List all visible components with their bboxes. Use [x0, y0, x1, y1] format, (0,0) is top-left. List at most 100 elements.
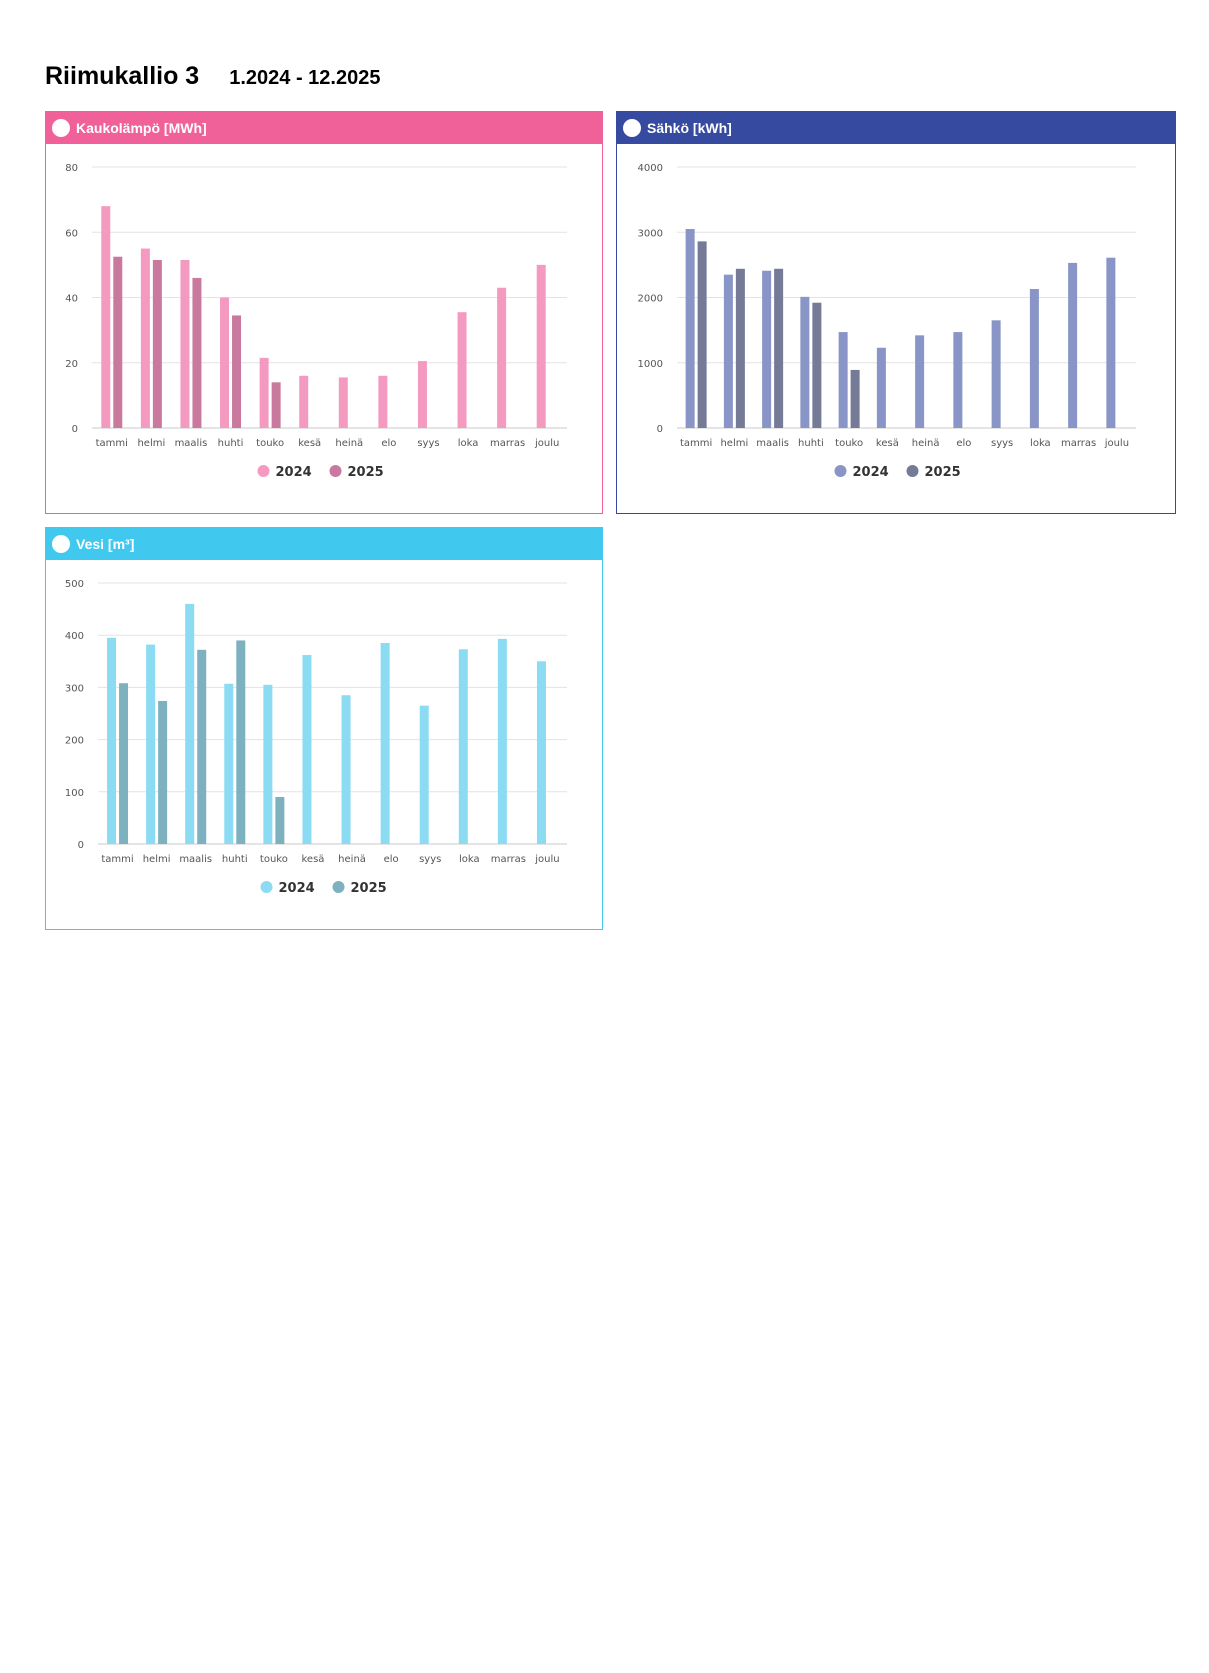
- bar-2024-maalis[interactable]: [185, 603, 195, 844]
- bar-2024-syys[interactable]: [991, 320, 1001, 428]
- x-tick-label: loka: [459, 854, 480, 865]
- bar-2024-loka[interactable]: [457, 312, 467, 428]
- page-header: Riimukallio 3 1.2024 - 12.2025: [45, 62, 380, 98]
- bar-2024-touko[interactable]: [259, 357, 269, 428]
- electricity-chart-panel: Sähkö [kWh] 0 1000 2000 3000 4000 tammi helmi m…: [616, 111, 1176, 514]
- bar-2024-syys[interactable]: [419, 705, 429, 844]
- bar-2024-loka[interactable]: [1029, 289, 1039, 428]
- bar-2025-huhti[interactable]: [236, 640, 246, 844]
- x-tick-label: elo: [384, 854, 399, 865]
- circle-icon: [52, 535, 70, 553]
- bar-2024-elo[interactable]: [378, 375, 388, 428]
- x-tick-label: joulu: [534, 438, 559, 449]
- y-tick-label: 80: [65, 163, 78, 174]
- x-tick-label: tammi: [680, 438, 712, 449]
- legend-marker[interactable]: [257, 465, 270, 477]
- bar-2024-tammi[interactable]: [101, 206, 111, 428]
- x-tick-label: maalis: [175, 438, 208, 449]
- bar-2025-helmi[interactable]: [735, 268, 745, 428]
- x-tick-label: huhti: [218, 438, 244, 449]
- x-tick-label: syys: [991, 438, 1013, 449]
- bar-2024-joulu[interactable]: [1106, 257, 1116, 428]
- bar-2025-tammi[interactable]: [113, 256, 123, 428]
- water-chart-panel: Vesi [m³] 0 100 200 300 400 500 tammi helmi maal…: [45, 527, 603, 930]
- x-tick-label: syys: [417, 438, 439, 449]
- legend-marker[interactable]: [329, 465, 342, 477]
- x-tick-label: tammi: [96, 438, 128, 449]
- legend-label[interactable]: 2025: [348, 465, 384, 480]
- bar-2025-touko[interactable]: [271, 382, 281, 428]
- x-tick-label: helmi: [143, 854, 171, 865]
- bar-2024-touko[interactable]: [838, 332, 848, 428]
- legend-marker[interactable]: [906, 465, 919, 477]
- x-tick-label: huhti: [222, 854, 248, 865]
- y-tick-label: 2000: [638, 294, 663, 305]
- bar-2025-huhti[interactable]: [812, 302, 822, 428]
- bar-2024-kesä[interactable]: [299, 375, 309, 428]
- bar-2024-touko[interactable]: [263, 684, 273, 844]
- water-chart-header: Vesi [m³]: [46, 528, 602, 560]
- page-title: Riimukallio 3: [45, 62, 200, 90]
- bar-2024-heinä[interactable]: [915, 335, 925, 428]
- bar-2024-huhti[interactable]: [800, 296, 810, 428]
- legend-label[interactable]: 2024: [853, 465, 889, 480]
- bar-2024-tammi[interactable]: [107, 637, 117, 844]
- bar-2025-huhti[interactable]: [232, 315, 242, 428]
- x-tick-label: touko: [256, 438, 284, 449]
- circle-icon: [623, 119, 641, 137]
- x-tick-label: joulu: [534, 854, 559, 865]
- x-tick-label: marras: [490, 438, 525, 449]
- x-tick-label: marras: [1061, 438, 1096, 449]
- bar-2024-elo[interactable]: [380, 643, 390, 844]
- bar-2024-kesä[interactable]: [876, 347, 886, 428]
- bar-2024-syys[interactable]: [417, 361, 427, 428]
- bar-2024-helmi[interactable]: [140, 248, 150, 428]
- bar-2025-maalis[interactable]: [192, 277, 202, 428]
- bar-2024-huhti[interactable]: [224, 683, 234, 844]
- bar-2025-tammi[interactable]: [119, 683, 129, 844]
- bar-2024-heinä[interactable]: [341, 695, 351, 844]
- bar-2024-joulu[interactable]: [536, 264, 546, 428]
- bar-2025-helmi[interactable]: [152, 259, 162, 428]
- bar-2025-touko[interactable]: [850, 369, 860, 428]
- x-tick-label: touko: [260, 854, 288, 865]
- y-tick-label: 300: [65, 683, 84, 694]
- bar-2024-maalis[interactable]: [180, 259, 190, 428]
- y-tick-label: 500: [65, 579, 84, 590]
- legend-label[interactable]: 2025: [351, 881, 387, 896]
- x-tick-label: kesä: [876, 438, 899, 449]
- bar-2024-tammi[interactable]: [685, 228, 695, 428]
- y-tick-label: 400: [65, 631, 84, 642]
- bar-2024-maalis[interactable]: [762, 270, 772, 428]
- bar-2025-maalis[interactable]: [197, 649, 207, 844]
- legend-label[interactable]: 2024: [279, 881, 315, 896]
- bar-2024-loka[interactable]: [458, 649, 468, 844]
- x-tick-label: loka: [458, 438, 479, 449]
- bar-2024-helmi[interactable]: [146, 644, 156, 844]
- bar-2024-heinä[interactable]: [338, 377, 348, 428]
- water-chart: 0 100 200 300 400 500 tammi helmi maalis huhti tou…: [65, 579, 567, 896]
- bar-2024-helmi[interactable]: [723, 274, 733, 428]
- legend-marker[interactable]: [260, 881, 273, 893]
- bar-2024-marras[interactable]: [497, 638, 507, 844]
- bar-2024-marras[interactable]: [1068, 262, 1078, 428]
- bar-2025-helmi[interactable]: [158, 700, 168, 844]
- x-tick-label: huhti: [798, 438, 824, 449]
- y-tick-label: 100: [65, 788, 84, 799]
- report-period: 1.2024 - 12.2025: [229, 67, 381, 89]
- y-tick-label: 0: [72, 424, 78, 435]
- legend-label[interactable]: 2025: [925, 465, 961, 480]
- legend-label[interactable]: 2024: [276, 465, 312, 480]
- legend-marker[interactable]: [332, 881, 345, 893]
- bar-2024-marras[interactable]: [497, 287, 507, 428]
- bar-2024-elo[interactable]: [953, 332, 963, 428]
- x-tick-label: kesä: [301, 854, 324, 865]
- legend-marker[interactable]: [834, 465, 847, 477]
- bar-2025-touko[interactable]: [275, 797, 285, 844]
- bar-2024-joulu[interactable]: [536, 661, 546, 844]
- bar-2024-kesä[interactable]: [302, 655, 312, 844]
- bar-2025-maalis[interactable]: [774, 268, 784, 428]
- y-tick-label: 200: [65, 736, 84, 747]
- bar-2025-tammi[interactable]: [697, 241, 707, 428]
- bar-2024-huhti[interactable]: [220, 297, 230, 429]
